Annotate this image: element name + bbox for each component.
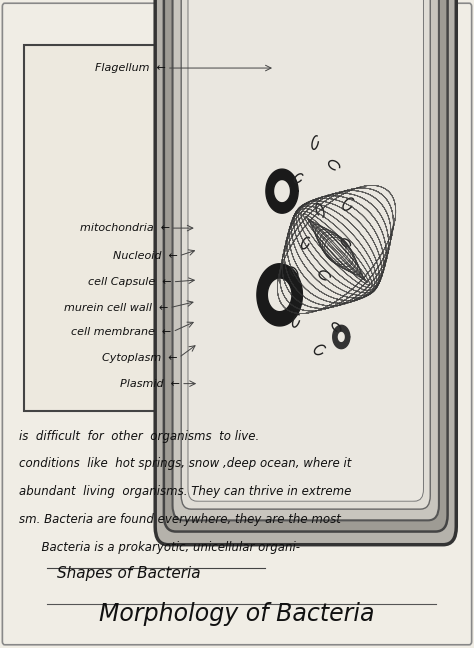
Text: abundant  living  organisms. They can thrive in extreme: abundant living organisms. They can thri…: [19, 485, 351, 498]
Text: mitochondria  ←: mitochondria ←: [80, 223, 170, 233]
Text: is  difficult  for  other  organisms  to live.: is difficult for other organisms to live…: [19, 430, 259, 443]
Text: cell membrane  ←: cell membrane ←: [72, 327, 172, 337]
FancyBboxPatch shape: [181, 0, 430, 509]
FancyBboxPatch shape: [188, 0, 423, 501]
FancyBboxPatch shape: [155, 0, 456, 545]
Text: Cytoplasm  ←: Cytoplasm ←: [102, 353, 178, 363]
Text: sm. Bacteria are found everywhere, they are the most: sm. Bacteria are found everywhere, they …: [19, 513, 341, 526]
FancyBboxPatch shape: [24, 45, 450, 411]
Polygon shape: [333, 325, 350, 349]
Text: Shapes of Bacteria: Shapes of Bacteria: [57, 566, 201, 581]
FancyBboxPatch shape: [164, 0, 447, 531]
Polygon shape: [266, 169, 298, 213]
Text: Bacteria is a prokaryotic, unicellular organi-: Bacteria is a prokaryotic, unicellular o…: [19, 541, 300, 554]
Text: Morphology of Bacteria: Morphology of Bacteria: [99, 601, 375, 626]
Text: conditions  like  hot springs, snow ,deep ocean, where it: conditions like hot springs, snow ,deep …: [19, 457, 351, 470]
Text: Nucleoid  ←: Nucleoid ←: [113, 251, 178, 261]
Text: Plasmid  ←: Plasmid ←: [120, 378, 180, 389]
Text: murein cell wall  ←: murein cell wall ←: [64, 303, 168, 313]
Text: cell Capsule  ←: cell Capsule ←: [88, 277, 172, 287]
FancyBboxPatch shape: [190, 0, 422, 500]
Text: Flagellum  ←: Flagellum ←: [95, 63, 166, 73]
FancyBboxPatch shape: [173, 0, 439, 520]
Polygon shape: [257, 264, 302, 326]
